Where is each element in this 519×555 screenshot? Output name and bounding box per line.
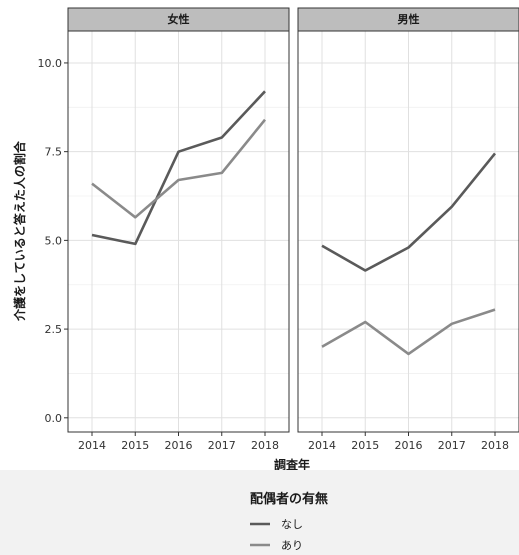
y-axis: 0.0 2.5 5.0 7.5 10.0 — [38, 57, 68, 425]
legend-item: なし — [250, 518, 303, 531]
panel-strip-label: 男性 — [398, 12, 420, 26]
y-tick-label: 0.0 — [45, 412, 63, 425]
series-line-ari — [321, 308, 496, 356]
x-tick-label: 2014 — [308, 439, 336, 452]
series-line-nashi — [321, 152, 497, 272]
panel-strip-label: 女性 — [168, 12, 190, 26]
y-tick-label: 2.5 — [45, 323, 63, 336]
x-tick-label: 2017 — [208, 439, 236, 452]
x-tick-label: 2014 — [78, 439, 106, 452]
x-tick-label: 2015 — [121, 439, 149, 452]
panel-1: 女性 2014 2015 2016 2017 2018 — [67, 7, 290, 452]
legend-background — [0, 470, 519, 555]
y-tick-label: 5.0 — [45, 234, 63, 247]
x-tick-label: 2017 — [438, 439, 466, 452]
x-tick-label: 2018 — [251, 439, 279, 452]
x-tick-label: 2016 — [165, 439, 193, 452]
legend-item: あり — [250, 539, 303, 552]
series-line-nashi — [91, 90, 266, 246]
legend-title: 配偶者の有無 — [250, 491, 328, 507]
legend-item-label: なし — [281, 518, 303, 531]
y-axis-title: 介護をしていると答えた人の割合 — [12, 140, 27, 322]
y-tick-label: 10.0 — [38, 57, 63, 70]
series-line-ari — [91, 118, 267, 219]
x-tick-label: 2016 — [395, 439, 423, 452]
x-tick-label: 2018 — [481, 439, 509, 452]
y-tick-label: 7.5 — [45, 146, 63, 159]
panel-2: 男性 2014 2015 2016 2017 2018 — [297, 7, 519, 452]
x-tick-label: 2015 — [351, 439, 379, 452]
x-axis-title: 調査年 — [274, 457, 310, 472]
chart-panels: 女性 2014 2015 2016 2017 2018 男性 2014 2015 2016 2017… — [67, 7, 519, 452]
legend-item-label: あり — [281, 539, 303, 552]
